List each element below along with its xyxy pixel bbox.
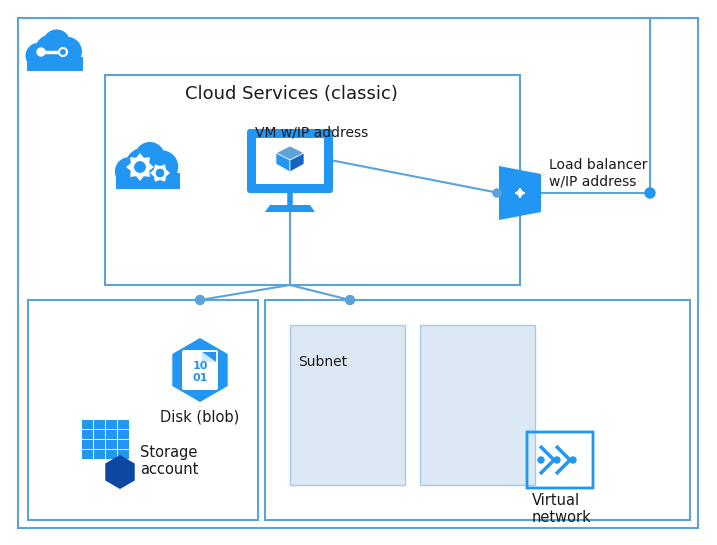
Polygon shape — [126, 153, 154, 181]
FancyBboxPatch shape — [82, 450, 93, 459]
Circle shape — [35, 35, 68, 68]
Circle shape — [156, 169, 163, 177]
FancyBboxPatch shape — [118, 420, 129, 429]
FancyBboxPatch shape — [290, 325, 405, 485]
Text: Storage
account: Storage account — [140, 445, 199, 477]
FancyBboxPatch shape — [106, 450, 117, 459]
FancyBboxPatch shape — [116, 173, 180, 189]
FancyBboxPatch shape — [118, 430, 129, 439]
Polygon shape — [290, 153, 304, 172]
Polygon shape — [105, 455, 135, 489]
Circle shape — [27, 44, 50, 68]
FancyBboxPatch shape — [94, 430, 105, 439]
Circle shape — [135, 162, 145, 172]
Circle shape — [125, 148, 163, 185]
FancyBboxPatch shape — [106, 440, 117, 449]
FancyBboxPatch shape — [118, 440, 129, 449]
FancyBboxPatch shape — [106, 430, 117, 439]
FancyBboxPatch shape — [106, 420, 117, 429]
Circle shape — [570, 457, 576, 463]
Text: 10: 10 — [192, 361, 208, 371]
Circle shape — [554, 457, 560, 463]
Polygon shape — [172, 338, 228, 402]
Circle shape — [346, 295, 354, 305]
Circle shape — [37, 48, 45, 56]
Polygon shape — [265, 205, 315, 212]
Circle shape — [146, 151, 178, 183]
FancyBboxPatch shape — [256, 138, 324, 184]
Polygon shape — [202, 352, 216, 362]
FancyBboxPatch shape — [82, 440, 93, 449]
FancyBboxPatch shape — [94, 450, 105, 459]
Circle shape — [156, 169, 163, 177]
FancyBboxPatch shape — [82, 420, 93, 429]
Circle shape — [115, 158, 143, 185]
FancyBboxPatch shape — [420, 325, 535, 485]
FancyBboxPatch shape — [94, 420, 105, 429]
FancyBboxPatch shape — [247, 129, 333, 193]
FancyBboxPatch shape — [94, 440, 105, 449]
FancyBboxPatch shape — [118, 450, 129, 459]
Polygon shape — [276, 146, 304, 160]
Circle shape — [135, 162, 145, 172]
Polygon shape — [276, 153, 290, 172]
Text: 01: 01 — [192, 373, 208, 383]
Text: Load balancer
w/IP address: Load balancer w/IP address — [549, 158, 647, 188]
Circle shape — [59, 48, 67, 56]
Text: Cloud Services (classic): Cloud Services (classic) — [185, 85, 398, 103]
Circle shape — [136, 143, 164, 172]
FancyBboxPatch shape — [82, 430, 93, 439]
FancyBboxPatch shape — [27, 57, 83, 71]
Polygon shape — [150, 165, 170, 181]
Polygon shape — [202, 352, 216, 362]
Text: Subnet: Subnet — [298, 355, 347, 369]
Circle shape — [53, 38, 81, 66]
Text: Disk (blob): Disk (blob) — [161, 410, 239, 425]
Circle shape — [538, 457, 544, 463]
FancyBboxPatch shape — [182, 350, 218, 390]
Circle shape — [44, 30, 70, 56]
Polygon shape — [499, 166, 541, 220]
Circle shape — [645, 188, 655, 198]
Circle shape — [196, 295, 204, 305]
Text: VM w/IP address: VM w/IP address — [255, 125, 369, 139]
Text: Virtual
network: Virtual network — [532, 493, 592, 525]
Circle shape — [493, 189, 501, 197]
